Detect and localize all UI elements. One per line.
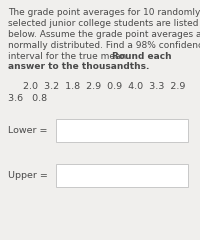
Text: 3.6   0.8: 3.6 0.8 [8,94,47,103]
Text: The grade point averages for 10 randomly: The grade point averages for 10 randomly [8,8,200,18]
FancyBboxPatch shape [56,119,188,142]
FancyBboxPatch shape [56,164,188,187]
Text: below. Assume the grade point averages are: below. Assume the grade point averages a… [8,30,200,39]
Text: Round each: Round each [112,52,171,60]
Text: answer to the thousandths.: answer to the thousandths. [8,62,149,72]
Text: selected junior college students are listed: selected junior college students are lis… [8,19,198,28]
Text: Upper =: Upper = [8,171,48,180]
Text: interval for the true mean.: interval for the true mean. [8,52,132,60]
Text: 2.0  3.2  1.8  2.9  0.9  4.0  3.3  2.9: 2.0 3.2 1.8 2.9 0.9 4.0 3.3 2.9 [8,82,185,90]
Text: Lower =: Lower = [8,126,48,135]
Text: normally distributed. Find a 98% confidence: normally distributed. Find a 98% confide… [8,41,200,50]
